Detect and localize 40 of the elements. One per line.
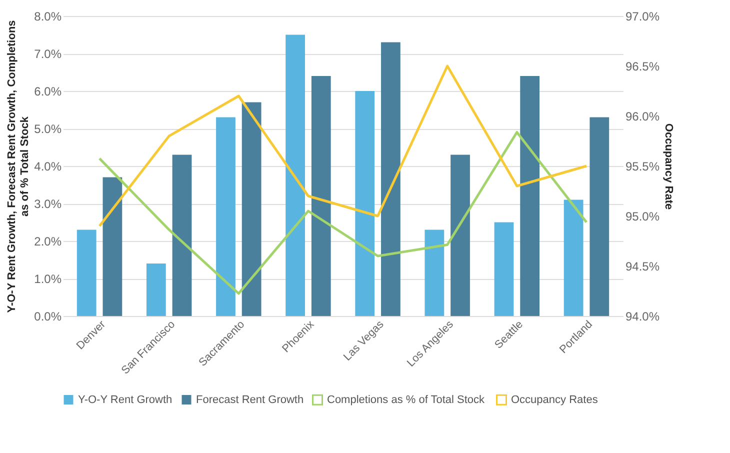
y-tick-label: 1.0% <box>34 272 62 286</box>
y-tick-label: 4.0% <box>34 160 62 174</box>
legend-label: Completions as % of Total Stock <box>327 394 486 406</box>
y-tick-label: 6.0% <box>34 84 62 98</box>
legend-label: Y-O-Y Rent Growth <box>78 394 172 406</box>
y2-tick-label: 96.0% <box>626 110 660 124</box>
bar <box>216 117 236 316</box>
bar <box>172 154 192 316</box>
bar <box>311 76 331 316</box>
y-tick-label: 0.0% <box>34 310 62 324</box>
bar <box>381 42 400 316</box>
bar <box>146 264 166 316</box>
y2-tick-label: 95.0% <box>626 210 660 224</box>
bar <box>450 154 470 316</box>
bar <box>102 177 122 316</box>
bar <box>76 230 96 316</box>
bar <box>242 102 262 316</box>
bar <box>590 117 610 316</box>
y2-tick-label: 97.0% <box>626 10 660 24</box>
legend-label: Occupancy Rates <box>511 394 598 406</box>
line-series <box>98 131 588 295</box>
bar <box>494 222 514 316</box>
y-tick-label: 8.0% <box>34 10 62 24</box>
y-tick-label: 2.0% <box>34 234 62 248</box>
y-axis-title: Y-O-Y Rent Growth, Forecast Rent Growth, Completions as of % Total Stock <box>6 20 32 313</box>
y2-tick-label: 94.5% <box>626 260 660 274</box>
y2-tick-label: 94.0% <box>626 310 660 324</box>
legend-label: Forecast Rent Growth <box>196 394 304 406</box>
line-series <box>98 64 588 228</box>
y2-tick-label: 96.5% <box>626 60 660 74</box>
bar <box>424 230 444 316</box>
bar <box>355 91 375 316</box>
y2-tick-label: 95.5% <box>626 160 660 174</box>
bar <box>564 200 584 316</box>
y-tick-label: 3.0% <box>34 197 62 211</box>
y-tick-label: 5.0% <box>34 122 62 136</box>
y-tick-label: 7.0% <box>34 47 62 61</box>
y2-axis-title: Occupancy Rate <box>662 123 675 210</box>
bar <box>286 34 305 316</box>
bar <box>520 76 540 316</box>
